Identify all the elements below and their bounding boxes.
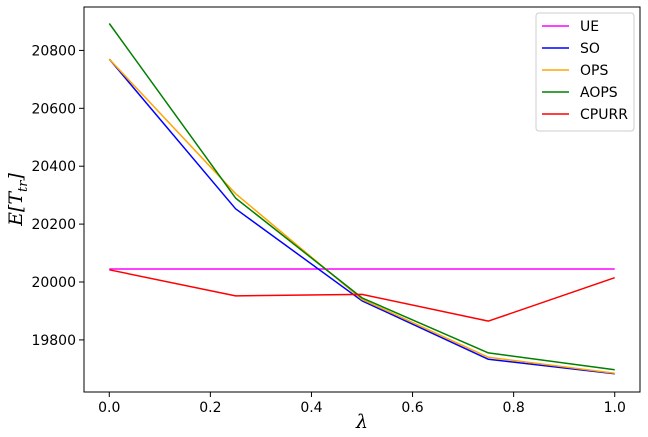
x-axis-label: λ: [355, 411, 368, 433]
axes-frame: [83, 6, 641, 393]
x-tick-label: 0.4: [300, 400, 322, 416]
x-tick-label: 1.0: [604, 400, 626, 416]
y-axis-label-close: ]: [5, 173, 27, 182]
y-tick-label: 19800: [31, 333, 76, 349]
y-axis-label-subscript: tr: [16, 180, 31, 192]
y-tick-label: 20000: [31, 275, 76, 291]
series-line-ops: [108, 58, 615, 374]
series-line-cpurr: [109, 269, 615, 322]
legend-label-so: SO: [580, 41, 600, 57]
legend-label-cpurr: CPURR: [580, 107, 628, 123]
legend-label-ue: UE: [580, 19, 599, 35]
y-axis: 19800 20000 20200 20400 20600 20800: [31, 43, 84, 349]
series-line-aops: [108, 23, 615, 371]
x-tick-label: 0.8: [503, 400, 525, 416]
y-axis-label: E[Ttr]: [5, 173, 31, 227]
y-axis-label-main: E[T: [5, 191, 27, 227]
legend-box: [535, 12, 635, 132]
legend-label-aops: AOPS: [580, 85, 618, 101]
x-tick-label: 0.0: [98, 400, 120, 416]
y-tick-label: 20800: [31, 43, 76, 59]
x-tick-label: 0.2: [199, 400, 221, 416]
legend: UE SO OPS AOPS CPURR: [535, 12, 635, 132]
x-axis: 0.0 0.2 0.4 0.6 0.8 1.0: [98, 392, 626, 416]
y-tick-label: 20200: [31, 217, 76, 233]
y-tick-label: 20400: [31, 159, 76, 175]
x-tick-label: 0.6: [401, 400, 423, 416]
series-line-so: [108, 58, 615, 375]
y-tick-label: 20600: [31, 101, 76, 117]
plot-area: [108, 23, 615, 375]
legend-label-ops: OPS: [580, 63, 608, 79]
